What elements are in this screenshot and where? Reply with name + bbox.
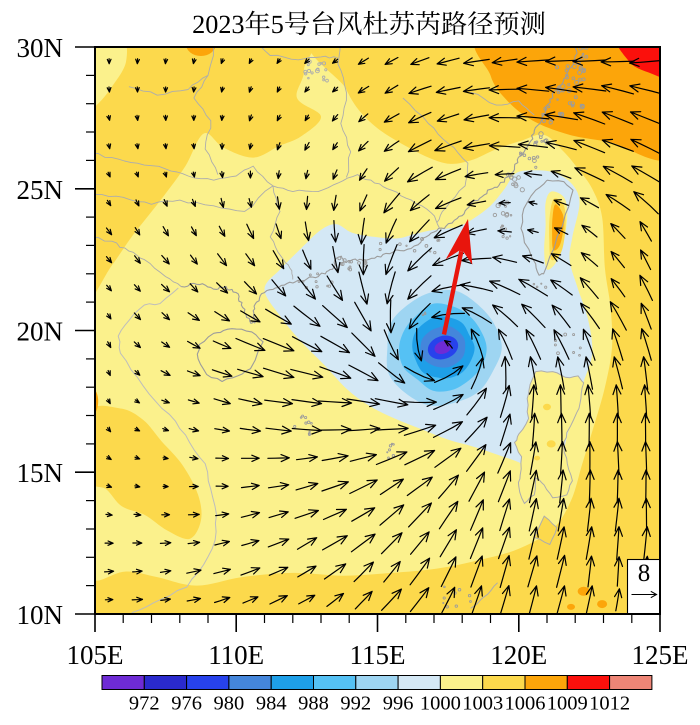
svg-text:1000: 1000 <box>420 693 461 715</box>
svg-text:120E: 120E <box>490 640 547 670</box>
svg-text:25N: 25N <box>17 175 64 205</box>
svg-text:976: 976 <box>171 693 202 715</box>
svg-text:105E: 105E <box>67 640 124 670</box>
svg-text:8: 8 <box>638 560 651 587</box>
svg-text:110E: 110E <box>208 640 264 670</box>
svg-text:20N: 20N <box>17 317 64 347</box>
svg-text:15N: 15N <box>17 458 64 488</box>
svg-text:1006: 1006 <box>505 693 546 715</box>
svg-text:1009: 1009 <box>547 693 588 715</box>
svg-text:30N: 30N <box>17 33 64 63</box>
svg-text:10N: 10N <box>17 600 64 630</box>
svg-text:1003: 1003 <box>462 693 503 715</box>
svg-text:984: 984 <box>256 693 287 715</box>
svg-text:980: 980 <box>214 693 245 715</box>
svg-text:125E: 125E <box>632 640 689 670</box>
svg-text:115E: 115E <box>350 640 406 670</box>
svg-text:996: 996 <box>383 693 414 715</box>
svg-text:972: 972 <box>129 693 160 715</box>
svg-text:1012: 1012 <box>589 693 630 715</box>
svg-text:992: 992 <box>340 693 371 715</box>
svg-text:988: 988 <box>298 693 329 715</box>
